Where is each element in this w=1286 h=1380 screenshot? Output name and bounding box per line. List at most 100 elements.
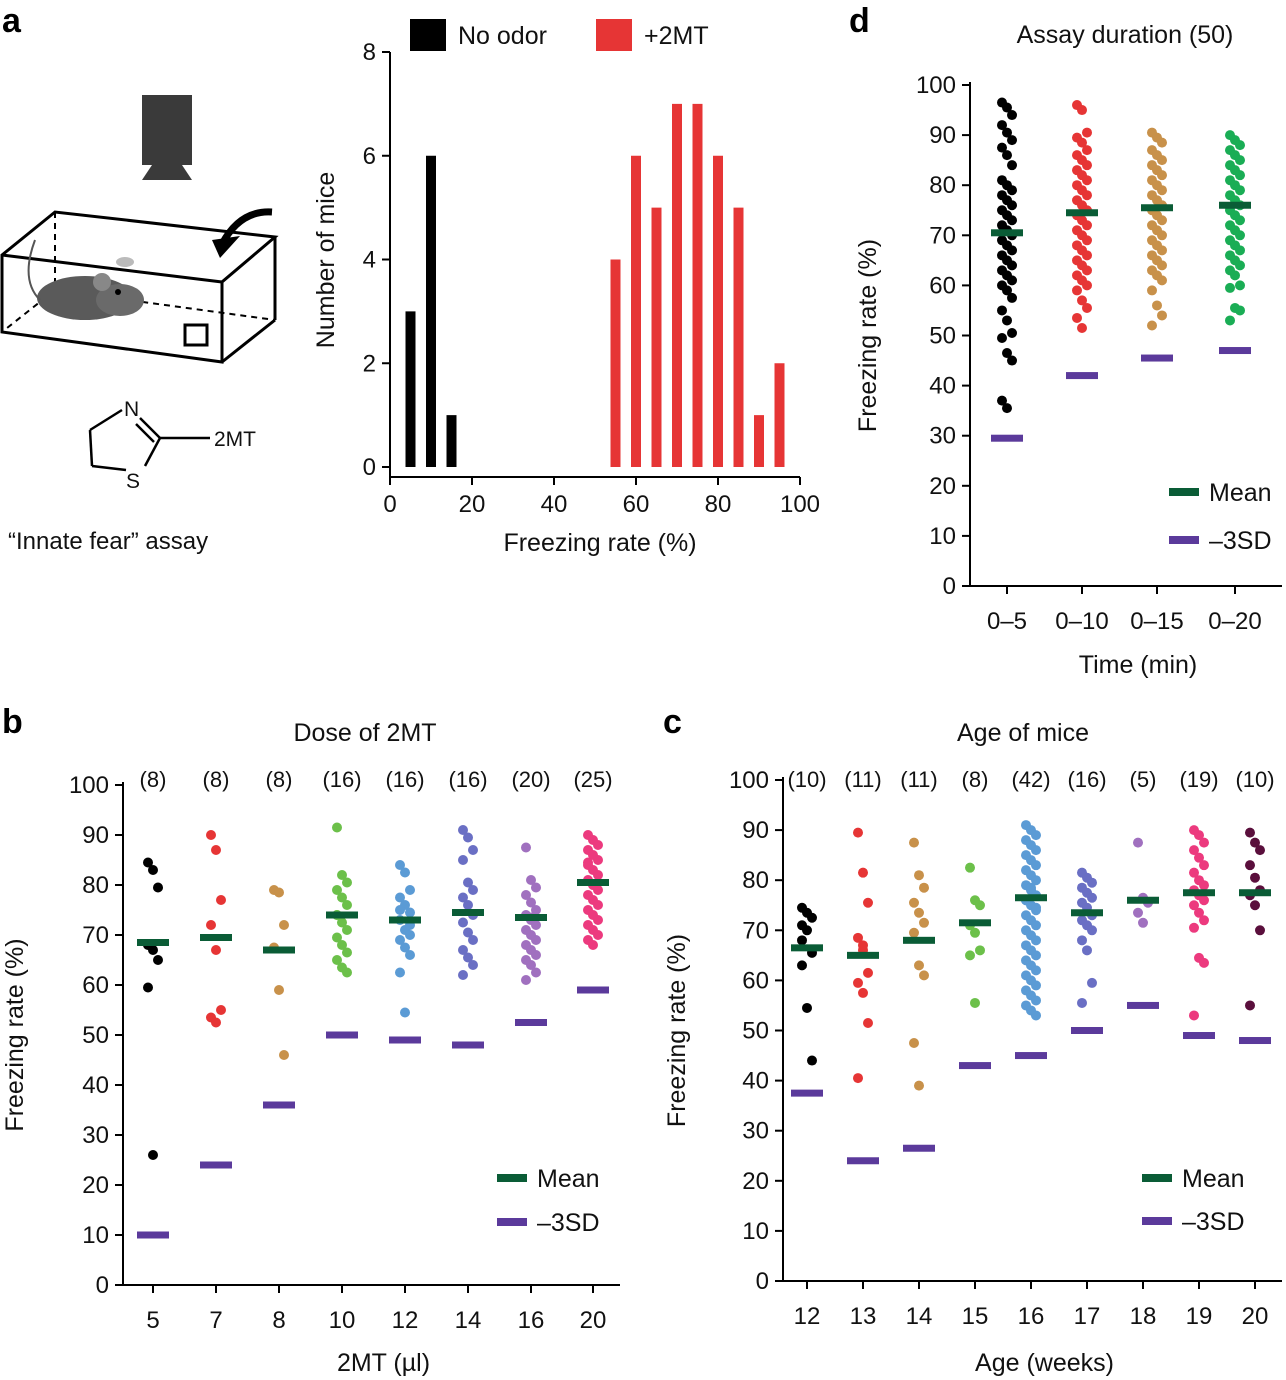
- data-point: [965, 862, 975, 873]
- data-point: [1157, 310, 1167, 321]
- y-tick-label: 10: [742, 1218, 769, 1245]
- data-point: [858, 987, 868, 998]
- panel-letter-a: a: [2, 2, 22, 40]
- data-point: [1235, 305, 1245, 316]
- data-point: [1007, 185, 1017, 196]
- y-tick-label: 0: [363, 454, 376, 481]
- mean-bar: [959, 919, 991, 927]
- data-point: [395, 892, 405, 903]
- data-point: [458, 825, 468, 835]
- data-point: [914, 907, 924, 918]
- data-point: [531, 882, 541, 893]
- data-point: [593, 900, 603, 910]
- y-tick-label: 80: [742, 867, 769, 894]
- group-n-label: (11): [900, 767, 938, 792]
- data-point: [1225, 282, 1235, 293]
- data-point: [211, 1017, 221, 1028]
- data-point: [1087, 892, 1097, 903]
- histogram-bar: [631, 155, 641, 467]
- data-point: [332, 932, 342, 943]
- data-point: [468, 885, 478, 895]
- data-point: [1235, 245, 1245, 256]
- data-point: [853, 827, 863, 838]
- data-point: [1031, 980, 1041, 991]
- sd3-bar: [991, 434, 1023, 442]
- data-point: [531, 905, 541, 915]
- panel-letter-d: d: [849, 2, 870, 40]
- sd3-bar: [452, 1041, 484, 1049]
- x-tick-label: 0–10: [1055, 608, 1108, 635]
- data-point: [1077, 322, 1087, 333]
- x-axis-label: Freezing rate (%): [503, 529, 696, 557]
- data-point: [1157, 215, 1167, 226]
- legend-mean-swatch: [1169, 488, 1199, 496]
- data-point: [997, 395, 1007, 406]
- sd3-bar: [1219, 347, 1251, 355]
- data-point: [1031, 845, 1041, 856]
- data-point: [1245, 860, 1255, 871]
- data-point: [1147, 285, 1157, 296]
- y-tick-label: 70: [929, 222, 956, 249]
- data-point: [1031, 920, 1041, 931]
- data-point: [909, 837, 919, 848]
- legend-swatch: [596, 19, 632, 51]
- y-tick-label: 30: [742, 1118, 769, 1145]
- histogram-bar: [774, 363, 785, 467]
- data-point: [863, 967, 873, 978]
- mean-bar: [847, 951, 879, 959]
- group-n-label: (25): [573, 767, 612, 792]
- data-point: [1189, 900, 1199, 911]
- data-point: [1077, 295, 1087, 306]
- data-point: [1157, 245, 1167, 256]
- sd3-bar: [200, 1161, 232, 1169]
- legend-sd-swatch: [497, 1218, 527, 1226]
- legend-mean-label: Mean: [1209, 479, 1272, 507]
- data-point: [395, 905, 405, 915]
- y-tick-label: 100: [69, 772, 109, 799]
- data-point: [216, 1005, 226, 1015]
- data-point: [1255, 845, 1265, 856]
- data-point: [395, 935, 405, 945]
- data-point: [909, 897, 919, 908]
- data-point: [463, 832, 473, 843]
- x-tick-label: 15: [962, 1303, 989, 1330]
- group-n-label: (5): [1130, 767, 1157, 792]
- data-point: [1235, 230, 1245, 241]
- data-point: [400, 1007, 410, 1018]
- data-point: [279, 920, 289, 930]
- y-tick-label: 100: [729, 767, 769, 794]
- data-point: [1072, 285, 1082, 296]
- legend-mean-label: Mean: [1182, 1165, 1245, 1193]
- data-point: [919, 917, 929, 928]
- x-tick-label: 16: [1018, 1303, 1045, 1330]
- group-n-label: (16): [322, 767, 361, 792]
- mean-bar: [200, 934, 232, 941]
- data-point: [1007, 135, 1017, 146]
- data-point: [405, 907, 415, 918]
- data-point: [1007, 275, 1017, 286]
- data-point: [1082, 160, 1092, 171]
- data-point: [997, 305, 1007, 316]
- data-point: [863, 897, 873, 908]
- sd3-bar: [1239, 1037, 1271, 1045]
- data-point: [1199, 957, 1209, 968]
- data-point: [1002, 348, 1012, 359]
- data-point: [1031, 935, 1041, 946]
- data-point: [1250, 837, 1260, 848]
- data-point: [1002, 102, 1012, 113]
- x-tick-label: 10: [329, 1307, 356, 1334]
- data-point: [1082, 235, 1092, 246]
- panel-letter-b: b: [2, 703, 23, 741]
- data-point: [1082, 220, 1092, 231]
- y-tick-label: 70: [82, 922, 109, 949]
- histogram-bar: [651, 207, 662, 467]
- data-point: [1031, 995, 1041, 1006]
- data-point: [342, 947, 352, 958]
- histogram-bar: [405, 311, 416, 467]
- data-point: [526, 875, 536, 885]
- data-point: [521, 890, 531, 900]
- data-point: [807, 912, 817, 923]
- x-tick-label: 20: [459, 491, 486, 518]
- sd3-bar: [137, 1231, 169, 1239]
- data-point: [1189, 845, 1199, 856]
